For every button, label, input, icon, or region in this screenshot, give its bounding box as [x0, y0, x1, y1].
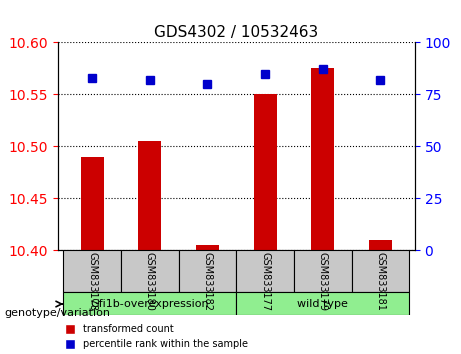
FancyBboxPatch shape	[64, 250, 121, 292]
Bar	[81, 157, 104, 250]
Text: genotype/variation: genotype/variation	[5, 308, 111, 318]
Legend: transformed count, percentile rank within the sample: transformed count, percentile rank withi…	[60, 324, 248, 349]
Bar	[311, 68, 334, 250]
Text: GSM833178: GSM833178	[87, 252, 97, 311]
Bar	[138, 141, 161, 250]
Bar	[196, 245, 219, 250]
FancyBboxPatch shape	[236, 292, 409, 315]
FancyBboxPatch shape	[294, 250, 351, 292]
Text: GSM833180: GSM833180	[145, 252, 155, 311]
FancyBboxPatch shape	[121, 250, 179, 292]
Text: GSM833181: GSM833181	[375, 252, 385, 311]
Text: wild type: wild type	[297, 299, 348, 309]
Text: Gfi1b-overexpression: Gfi1b-overexpression	[90, 299, 209, 309]
Bar	[254, 95, 277, 250]
FancyBboxPatch shape	[236, 250, 294, 292]
Text: GSM833177: GSM833177	[260, 252, 270, 311]
Text: GSM833182: GSM833182	[202, 252, 213, 311]
FancyBboxPatch shape	[351, 250, 409, 292]
FancyBboxPatch shape	[64, 292, 236, 315]
FancyBboxPatch shape	[179, 250, 236, 292]
Bar	[369, 240, 392, 250]
Title: GDS4302 / 10532463: GDS4302 / 10532463	[154, 25, 319, 40]
Text: GSM833179: GSM833179	[318, 252, 328, 311]
